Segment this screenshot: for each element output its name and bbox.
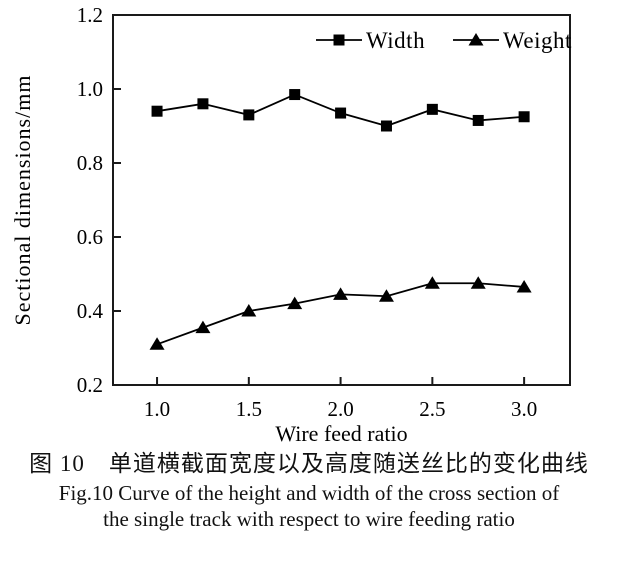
caption-chinese: 图 10 单道横截面宽度以及高度随送丝比的变化曲线 (29, 451, 589, 476)
x-tick-label: 2.0 (327, 397, 353, 421)
caption-english-line1: Fig.10 Curve of the height and width of … (58, 481, 560, 505)
data-point-width (472, 114, 484, 126)
data-point-weight (241, 304, 257, 317)
legend-marker-square (333, 34, 345, 46)
x-tick-label: 1.0 (144, 397, 170, 421)
line-chart: 1.0 1.5 2.0 2.5 3.0 0.2 0.4 0.6 0.8 1.0 1.2 Wire fe… (10, 3, 572, 446)
figure-caption: 图 10 单道横截面宽度以及高度随送丝比的变化曲线 Fig.10 Curve o… (0, 448, 618, 532)
data-point-weight (333, 287, 349, 300)
y-tick-label: 0.6 (77, 225, 103, 249)
y-axis-label: Sectional dimensions/mm (10, 75, 35, 326)
plot-frame (112, 14, 571, 386)
x-axis-label: Wire feed ratio (275, 421, 407, 446)
legend-marker-triangle (468, 33, 484, 46)
data-point-width (289, 89, 301, 101)
y-tick-label: 1.2 (77, 3, 103, 27)
data-point-weight (378, 289, 394, 302)
data-point-weight (470, 276, 486, 289)
data-point-width (380, 120, 392, 132)
data-point-width (197, 98, 209, 110)
y-tick-label: 0.8 (77, 151, 103, 175)
caption-english-line2: the single track with respect to wire fe… (103, 507, 515, 531)
data-point-width (335, 107, 347, 119)
data-point-weight (516, 279, 532, 293)
data-point-width (243, 109, 255, 121)
data-point-width (426, 103, 438, 115)
legend-label-weight: Weight (503, 28, 572, 53)
x-tick-label: 2.5 (419, 397, 445, 421)
data-point-weight (424, 276, 440, 289)
y-tick-label: 0.2 (77, 373, 103, 397)
data-point-width (518, 111, 530, 123)
x-tick-label: 1.5 (236, 397, 262, 421)
data-point-weight (149, 337, 165, 350)
y-tick-label: 0.4 (77, 299, 104, 323)
y-tick-label: 1.0 (77, 77, 103, 101)
data-point-weight (287, 296, 303, 310)
data-point-width (151, 105, 163, 117)
data-point-weight (195, 320, 211, 334)
x-tick-label: 3.0 (511, 397, 537, 421)
legend-label-width: Width (366, 28, 425, 53)
